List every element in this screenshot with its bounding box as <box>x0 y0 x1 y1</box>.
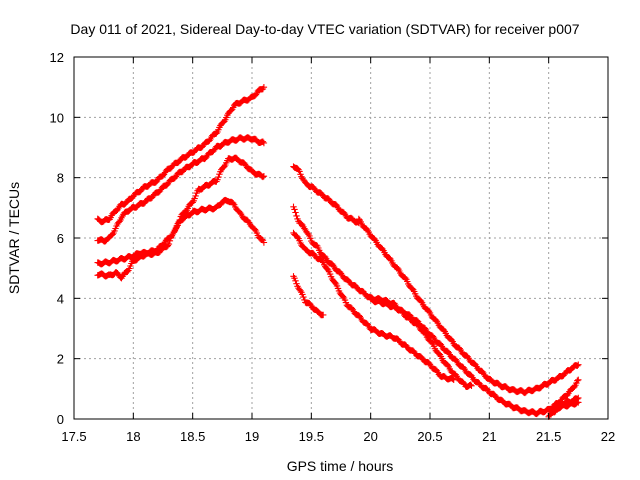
series-arc-2c <box>290 229 457 383</box>
series-arc-3d <box>551 399 582 412</box>
y-tick-label: 12 <box>50 50 64 65</box>
series-markers <box>367 295 582 418</box>
y-tick-label: 4 <box>57 291 64 306</box>
chart-title: Day 011 of 2021, Sidereal Day-to-day VTE… <box>70 21 579 37</box>
x-tick-label: 19.5 <box>299 429 324 444</box>
y-tick-label: 8 <box>57 171 64 186</box>
series-layer <box>94 84 582 420</box>
series-arc-2b <box>290 203 475 390</box>
y-tick-label: 2 <box>57 352 64 367</box>
series-markers <box>94 84 268 226</box>
tick-layer: 17.5 18 18.5 19 19.5 20 20.5 21 21.5 22 0 2 4 6 8 10 12 <box>50 50 616 444</box>
x-tick-label: 17.5 <box>61 429 86 444</box>
series-markers <box>94 134 268 245</box>
series-arc-3a <box>355 215 582 397</box>
x-axis-label: GPS time / hours <box>287 458 394 474</box>
grid-layer <box>74 57 608 419</box>
series-markers <box>94 196 268 282</box>
y-tick-label: 10 <box>50 110 64 125</box>
series-arc-1a <box>94 84 268 226</box>
series-markers <box>551 399 582 412</box>
series-arc-3b <box>367 295 582 418</box>
y-tick-label: 6 <box>57 231 64 246</box>
series-arc-2d <box>290 273 327 319</box>
y-axis-label: SDTVAR / TECUs <box>6 182 22 294</box>
x-tick-label: 20.5 <box>417 429 442 444</box>
x-tick-label: 21 <box>482 429 496 444</box>
x-tick-label: 22 <box>601 429 615 444</box>
series-arc-1b <box>94 134 268 245</box>
series-markers <box>290 273 327 319</box>
series-arc-1d <box>94 196 268 282</box>
series-markers <box>290 163 362 227</box>
series-markers <box>355 215 582 397</box>
x-tick-label: 20 <box>363 429 377 444</box>
series-arc-2a <box>290 163 362 227</box>
series-markers <box>290 229 457 383</box>
y-tick-label: 0 <box>57 412 64 427</box>
series-markers <box>290 203 475 390</box>
x-tick-label: 18.5 <box>180 429 205 444</box>
x-tick-label: 18 <box>126 429 140 444</box>
x-tick-label: 19 <box>245 429 259 444</box>
x-tick-label: 21.5 <box>536 429 561 444</box>
